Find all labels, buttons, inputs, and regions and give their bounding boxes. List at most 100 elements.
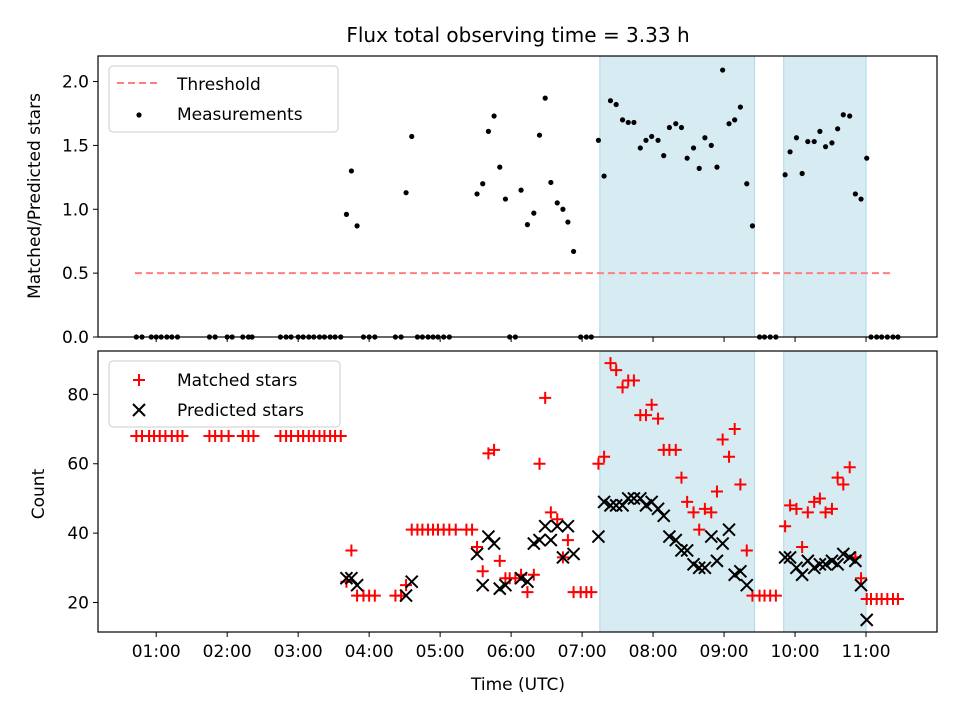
measurement-point-84 bbox=[708, 142, 714, 149]
matched-point-78 bbox=[645, 398, 658, 411]
matched-point-92 bbox=[728, 423, 741, 436]
measurement-point-87 bbox=[726, 121, 732, 127]
matched-point-49 bbox=[476, 565, 489, 578]
x-tick-label-4: 05:00 bbox=[416, 642, 465, 662]
matched-point-113 bbox=[855, 572, 868, 585]
measurement-point-110 bbox=[864, 155, 870, 161]
matched-point-48 bbox=[471, 541, 484, 554]
measurement-point-68 bbox=[613, 101, 619, 108]
measurement-point-72 bbox=[637, 145, 643, 151]
matched-legend-label: Matched stars bbox=[177, 371, 297, 391]
bottom-legend-box bbox=[108, 360, 341, 428]
measurement-point-109 bbox=[858, 196, 864, 202]
predicted-stars-series bbox=[339, 491, 874, 627]
bottom-x-ticks: 01:00 02:00 03:00 04:00 05:00 06:00 07:00 08:00… bbox=[132, 632, 891, 662]
predicted-point-47 bbox=[778, 550, 792, 565]
bottom-y-ticks: 20 40 60 80 bbox=[67, 385, 98, 614]
matched-point-109 bbox=[831, 471, 844, 484]
top-y-tick-label-0: 0.0 bbox=[62, 328, 89, 348]
measurement-point-105 bbox=[835, 126, 841, 132]
matched-point-27 bbox=[334, 429, 347, 442]
top-y-ticks: 0.0 0.5 1.0 1.5 2.0 bbox=[62, 73, 98, 348]
measurement-point-83 bbox=[702, 135, 708, 141]
predicted-point-20 bbox=[566, 547, 581, 561]
matched-point-82 bbox=[669, 443, 682, 456]
predicted-point-3 bbox=[399, 588, 413, 603]
measurement-point-57 bbox=[548, 179, 554, 186]
measurement-point-108 bbox=[852, 191, 858, 197]
predicted-point-61 bbox=[860, 613, 874, 627]
matched-point-58 bbox=[527, 568, 540, 581]
predicted-point-22 bbox=[597, 495, 611, 509]
measurement-point-89 bbox=[737, 104, 743, 110]
predicted-point-41 bbox=[710, 554, 724, 568]
matched-point-33 bbox=[368, 589, 381, 602]
measurement-point-35 bbox=[403, 190, 409, 196]
measurement-point-69 bbox=[619, 117, 626, 123]
matched-point-107 bbox=[819, 506, 832, 519]
measurement-point-86 bbox=[720, 67, 726, 73]
measurement-point-73 bbox=[643, 137, 649, 143]
measurement-point-98 bbox=[793, 135, 800, 141]
measurement-point-107 bbox=[847, 113, 853, 119]
matched-point-15 bbox=[247, 429, 260, 442]
matched-point-101 bbox=[784, 499, 797, 512]
x-tick-label-1: 02:00 bbox=[203, 642, 252, 662]
predicted-point-40 bbox=[704, 529, 718, 544]
matched-point-62 bbox=[551, 513, 564, 526]
matched-point-88 bbox=[705, 506, 718, 519]
predicted-point-14 bbox=[532, 533, 547, 547]
measurement-point-60 bbox=[565, 219, 571, 225]
predicted-point-11 bbox=[514, 571, 528, 585]
bottom-shaded-intervals bbox=[599, 350, 867, 633]
top-y-axis-label: Matched/Predicted stars bbox=[25, 93, 45, 299]
measurements-legend-swatch bbox=[136, 112, 142, 118]
predicted-point-27 bbox=[627, 491, 641, 506]
matched-stars-series bbox=[130, 357, 904, 606]
top-y-tick-label-4: 2.0 bbox=[62, 73, 89, 93]
predicted-point-19 bbox=[561, 519, 575, 533]
matched-point-110 bbox=[837, 478, 850, 491]
predicted-point-59 bbox=[848, 554, 863, 568]
predicted-point-56 bbox=[830, 557, 845, 572]
measurement-point-82 bbox=[696, 165, 702, 171]
measurement-point-74 bbox=[649, 133, 655, 140]
matched-point-94 bbox=[740, 544, 753, 557]
measurement-point-27 bbox=[343, 211, 350, 217]
x-tick-label-3: 04:00 bbox=[345, 642, 394, 662]
predicted-point-5 bbox=[470, 547, 484, 561]
x-tick-label-9: 10:00 bbox=[771, 642, 820, 662]
measurement-point-106 bbox=[840, 112, 846, 118]
predicted-point-48 bbox=[783, 550, 797, 565]
measurement-point-104 bbox=[829, 140, 835, 146]
measurement-point-56 bbox=[542, 95, 548, 101]
matched-point-69 bbox=[592, 457, 605, 470]
x-tick-label-2: 03:00 bbox=[274, 642, 323, 662]
matched-point-79 bbox=[652, 412, 665, 425]
matched-point-84 bbox=[681, 495, 694, 508]
measurement-point-70 bbox=[625, 119, 631, 126]
top-legend: Threshold Measurements bbox=[108, 65, 339, 133]
measurement-point-49 bbox=[502, 196, 509, 202]
predicted-point-45 bbox=[733, 564, 748, 578]
measurement-point-61 bbox=[570, 248, 577, 255]
measurement-point-65 bbox=[595, 137, 602, 143]
measurement-point-79 bbox=[678, 124, 685, 131]
predicted-point-54 bbox=[818, 557, 833, 572]
measurement-point-55 bbox=[536, 132, 543, 138]
matched-point-99 bbox=[769, 589, 782, 602]
predicted-point-0 bbox=[339, 571, 354, 585]
matched-point-68 bbox=[585, 586, 598, 599]
measurement-point-47 bbox=[491, 113, 497, 119]
measurement-point-102 bbox=[817, 128, 823, 134]
predicted-point-15 bbox=[538, 519, 552, 533]
measurement-point-75 bbox=[655, 137, 661, 143]
measurement-point-48 bbox=[497, 164, 503, 170]
top-shaded-intervals bbox=[599, 55, 867, 338]
predicted-point-53 bbox=[813, 557, 827, 572]
measurement-point-101 bbox=[811, 138, 817, 145]
measurement-point-76 bbox=[661, 153, 667, 159]
matched-point-61 bbox=[544, 506, 557, 519]
predicted-point-23 bbox=[603, 498, 618, 513]
top-panel: 0.00.51.01.52.0 Matched/Predicted stars … bbox=[25, 55, 938, 348]
